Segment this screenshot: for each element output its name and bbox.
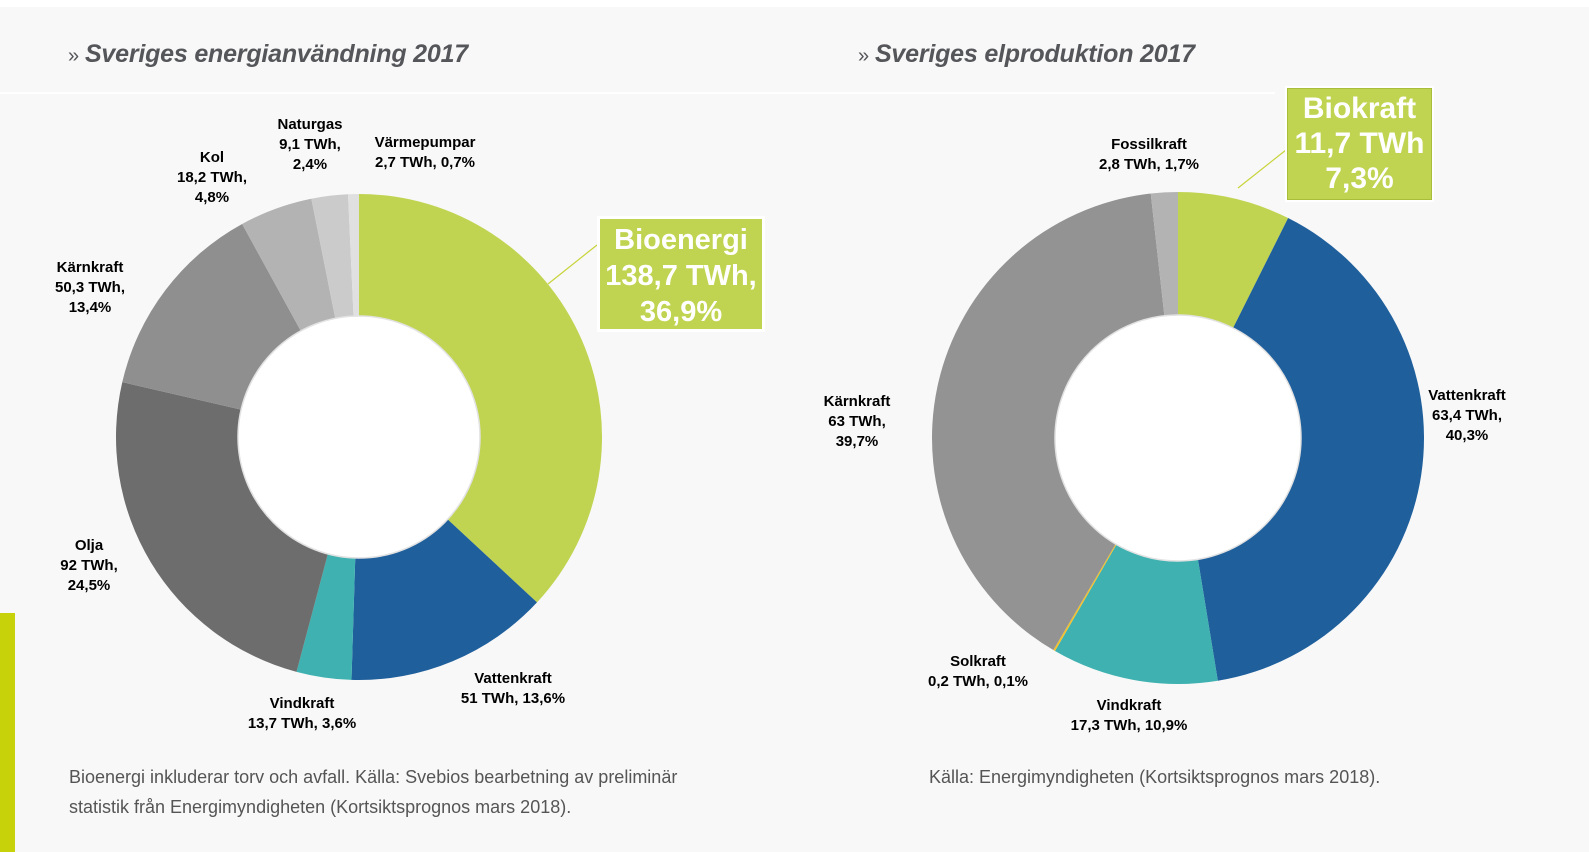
divider-right xyxy=(800,92,1275,94)
slice-vattenkraft xyxy=(1197,218,1425,681)
slice-naturgas xyxy=(311,194,354,319)
data-label-varmepumpar: Värmepumpar 2,7 TWh, 0,7% xyxy=(375,134,476,171)
data-label-line: 18,2 TWh, xyxy=(177,169,247,186)
caption-left: Bioenergi inkluderar torv och avfall. Kä… xyxy=(69,762,789,822)
data-label-line: Kärnkraft xyxy=(57,259,124,276)
data-label-line: 13,7 TWh, 3,6% xyxy=(248,715,356,732)
heading-energianvandning: » Sveriges energianvändning 2017 xyxy=(68,40,468,69)
donut-energianvandning: Vattenkraft 51 TWh, 13,6% Vindkraft 13,7 TW… xyxy=(55,116,602,732)
caption-right-line-1: Källa: Energimyndigheten (Kortsiktsprogn… xyxy=(929,767,1381,787)
slice-varmepumpar xyxy=(348,194,359,317)
data-label-line: Fossilkraft xyxy=(1111,136,1187,153)
caption-right: Källa: Energimyndigheten (Kortsiktsprogn… xyxy=(929,762,1529,792)
data-label-vindkraft: Vindkraft 17,3 TWh, 10,9% xyxy=(1071,697,1188,734)
callout-connector xyxy=(1237,149,1287,189)
callout-connector xyxy=(547,244,598,285)
data-label-line: 2,4% xyxy=(293,156,327,173)
callout-biokraft-line-3: 7,3% xyxy=(1325,162,1394,195)
data-label-line: 63,4 TWh, xyxy=(1432,407,1502,424)
data-label-line: 2,8 TWh, 1,7% xyxy=(1099,156,1199,173)
slice-karnkraft xyxy=(932,193,1165,651)
callout-biokraft: Biokraft 11,7 TWh 7,3% xyxy=(1285,86,1434,202)
data-label-line: 4,8% xyxy=(195,189,229,206)
callout-bioenergi: Bioenergi 138,7 TWh, 36,9% xyxy=(597,216,765,332)
data-label-line: 51 TWh, 13,6% xyxy=(461,690,565,707)
data-label-karnkraft: Kärnkraft 63 TWh, 39,7% xyxy=(824,393,891,450)
slice-bioenergi xyxy=(359,194,602,603)
donut-hole xyxy=(237,315,481,559)
slice-olja xyxy=(116,382,328,672)
data-label-olja: Olja 92 TWh, 24,5% xyxy=(60,537,118,594)
data-label-line: 17,3 TWh, 10,9% xyxy=(1071,717,1188,734)
data-label-line: Solkraft xyxy=(950,653,1006,670)
top-strip xyxy=(0,0,1589,7)
data-label-line: Vattenkraft xyxy=(1428,387,1506,404)
callout-biokraft-line-2: 11,7 TWh xyxy=(1294,127,1425,160)
data-label-line: Vindkraft xyxy=(1097,697,1162,714)
donut-hole xyxy=(1054,314,1302,562)
data-label-line: 13,4% xyxy=(69,299,112,316)
callout-bioenergi-line-1: Bioenergi xyxy=(614,224,748,256)
slice-biokraft xyxy=(1178,192,1289,329)
data-label-vattenkraft: Vattenkraft 63,4 TWh, 40,3% xyxy=(1428,387,1506,444)
callout-biokraft-line-1: Biokraft xyxy=(1302,92,1417,125)
data-label-karnkraft: Kärnkraft 50,3 TWh, 13,4% xyxy=(55,259,125,316)
heading-right-text: Sveriges elproduktion 2017 xyxy=(874,40,1195,68)
data-label-line: 24,5% xyxy=(68,577,111,594)
data-label-naturgas: Naturgas 9,1 TWh, 2,4% xyxy=(277,116,342,173)
data-label-line: 0,2 TWh, 0,1% xyxy=(928,673,1028,690)
data-label-line: Naturgas xyxy=(277,116,342,133)
callout-bioenergi-line-3: 36,9% xyxy=(639,296,723,328)
heading-left-text: Sveriges energianvändning 2017 xyxy=(84,40,468,68)
data-label-line: Värmepumpar xyxy=(375,134,476,151)
heading-elproduktion: » Sveriges elproduktion 2017 xyxy=(858,40,1195,69)
slice-solkraft xyxy=(1053,544,1117,652)
slice-karnkraft xyxy=(122,223,301,410)
donut-elproduktion: Vattenkraft 63,4 TWh, 40,3% Vindkraft 17,3 T… xyxy=(824,136,1506,734)
accent-bar xyxy=(0,613,15,852)
data-label-line: 50,3 TWh, xyxy=(55,279,125,296)
slice-vattenkraft xyxy=(351,519,537,680)
data-label-line: Olja xyxy=(75,537,104,554)
data-label-line: 39,7% xyxy=(836,433,879,450)
data-label-line: 9,1 TWh, xyxy=(279,136,341,153)
data-label-line: Kol xyxy=(200,149,224,166)
data-label-solkraft: Solkraft 0,2 TWh, 0,1% xyxy=(928,653,1028,690)
slice-vindkraft xyxy=(1055,544,1218,684)
slice-fossilkraft xyxy=(1150,192,1178,316)
data-label-kol: Kol 18,2 TWh, 4,8% xyxy=(177,149,247,206)
data-label-line: Vindkraft xyxy=(270,695,335,712)
chevron-icon: » xyxy=(858,45,869,67)
caption-left-line-2: statistik från Energimyndigheten (Kortsi… xyxy=(69,797,572,817)
slice-kol xyxy=(242,198,336,331)
divider-left xyxy=(0,92,800,94)
slice-vindkraft xyxy=(296,553,356,680)
callout-bioenergi-line-2: 138,7 TWh, xyxy=(605,260,757,292)
data-label-fossilkraft: Fossilkraft 2,8 TWh, 1,7% xyxy=(1099,136,1199,173)
chevron-icon: » xyxy=(68,45,79,67)
data-label-vattenkraft: Vattenkraft 51 TWh, 13,6% xyxy=(461,670,565,707)
data-label-line: 40,3% xyxy=(1446,427,1489,444)
caption-left-line-1: Bioenergi inkluderar torv och avfall. Kä… xyxy=(69,767,678,787)
data-label-line: Vattenkraft xyxy=(474,670,552,687)
data-label-line: 92 TWh, xyxy=(60,557,118,574)
data-label-vindkraft: Vindkraft 13,7 TWh, 3,6% xyxy=(248,695,356,732)
data-label-line: Kärnkraft xyxy=(824,393,891,410)
data-label-line: 63 TWh, xyxy=(828,413,886,430)
data-label-line: 2,7 TWh, 0,7% xyxy=(375,154,475,171)
